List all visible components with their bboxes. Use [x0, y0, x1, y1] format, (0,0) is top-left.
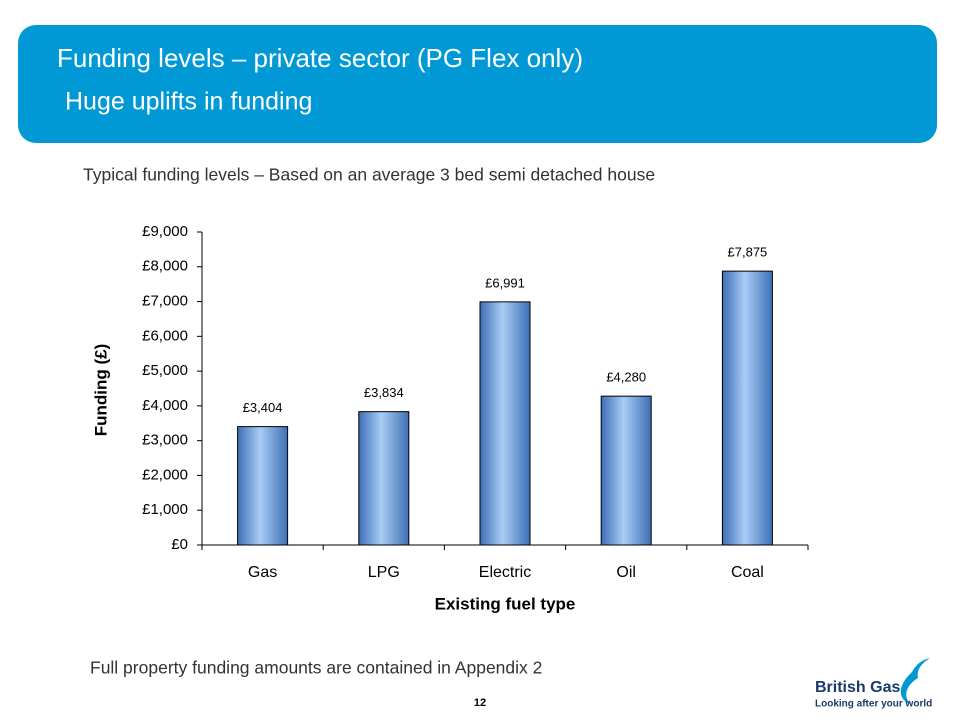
page-number: 12: [474, 697, 486, 709]
chart-title: Typical funding levels – Based on an ave…: [83, 165, 655, 185]
x-tick-label: Gas: [248, 564, 277, 581]
y-tick-label: £1,000: [142, 501, 188, 518]
slide-subtitle: Huge uplifts in funding: [65, 88, 312, 116]
y-tick-label: £2,000: [142, 466, 188, 483]
logo-flame: [900, 658, 930, 704]
y-tick-label: £7,000: [142, 293, 188, 310]
x-tick-label: Oil: [616, 564, 636, 581]
header-band: [18, 25, 937, 143]
y-tick-label: £6,000: [142, 327, 188, 344]
y-tick-label: £5,000: [142, 362, 188, 379]
slide-title: Funding levels – private sector (PG Flex…: [57, 43, 583, 73]
logo-tagline: Looking after your world: [815, 699, 932, 710]
x-tick-label: Coal: [731, 564, 764, 581]
bar: [721, 270, 773, 546]
value-label: £7,875: [728, 245, 768, 260]
value-label: £3,404: [243, 400, 283, 415]
x-axis-title: Existing fuel type: [435, 594, 576, 613]
y-tick-label: £4,000: [142, 397, 188, 414]
y-axis-title: Funding (£): [91, 344, 110, 437]
x-tick-label: Electric: [479, 564, 531, 581]
value-label: £6,991: [485, 275, 525, 290]
y-tick-label: £8,000: [142, 258, 188, 275]
value-label: £3,834: [364, 385, 404, 400]
y-tick-label: £9,000: [142, 223, 188, 240]
footnote: Full property funding amounts are contai…: [90, 658, 542, 678]
bar: [358, 411, 410, 546]
x-tick-label: LPG: [368, 564, 400, 581]
y-tick-label: £0: [171, 536, 188, 553]
bar: [479, 301, 531, 546]
value-label: £4,280: [606, 370, 646, 385]
bar: [600, 395, 652, 546]
bar: [237, 426, 289, 546]
y-tick-label: £3,000: [142, 432, 188, 449]
logo-name: British Gas: [815, 679, 900, 696]
